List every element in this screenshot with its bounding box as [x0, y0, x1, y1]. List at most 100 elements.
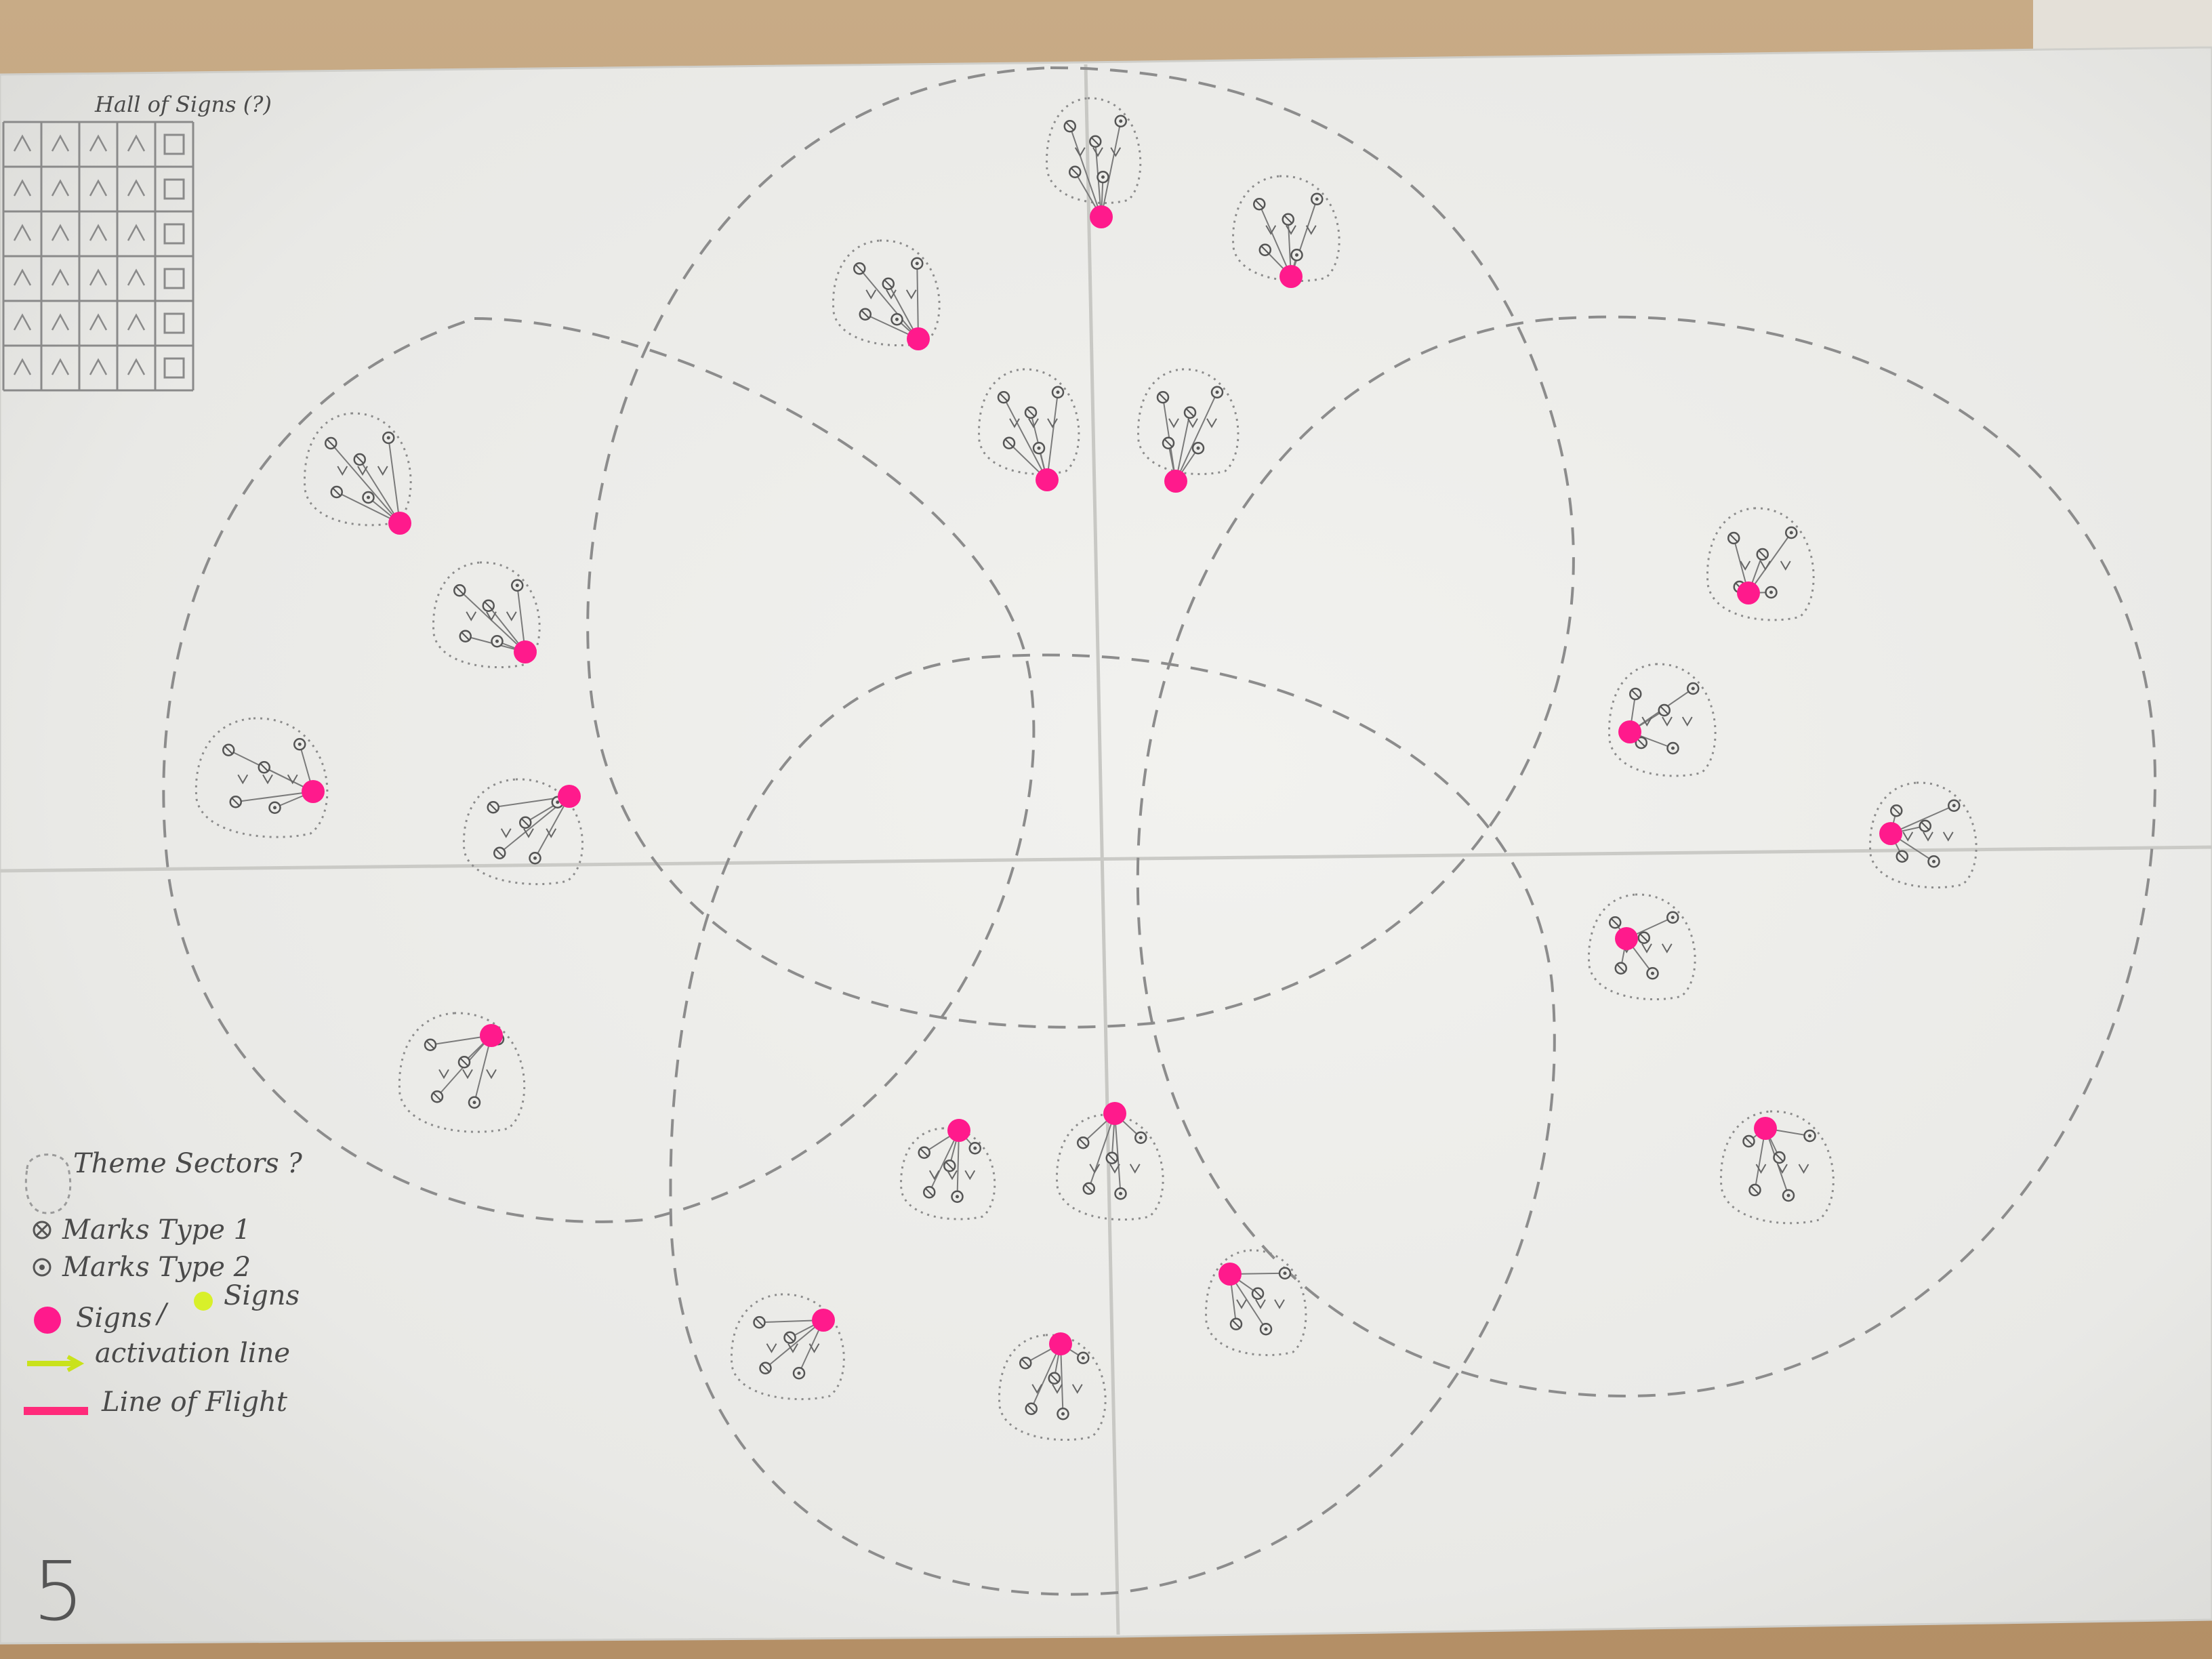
mark-dot: [1283, 1271, 1287, 1275]
mark-dot: [1691, 687, 1695, 691]
circle-x-mark-icon: [33, 1221, 52, 1240]
arrow-icon: [886, 289, 897, 300]
sign-cluster: [462, 778, 584, 886]
circle-dot-mark-icon: [33, 1258, 52, 1277]
sign-cluster: [1231, 175, 1340, 288]
mark-cross: [521, 819, 529, 827]
grid-sketch-glyph: [89, 358, 108, 375]
pink-sign-dot-icon: [1049, 1332, 1072, 1355]
arrow-icon: [1740, 560, 1751, 571]
horizontal-fold: [0, 845, 2212, 873]
sign-link-line: [1175, 392, 1218, 482]
arrow-icon: [1902, 832, 1914, 842]
mark-cross: [785, 1334, 794, 1342]
mark-cross: [1071, 168, 1079, 176]
mark-dot: [1671, 746, 1675, 750]
arrow-icon: [66, 1355, 85, 1372]
sign-link-line: [235, 791, 314, 803]
arrow-icon: [466, 611, 477, 621]
sign-cluster: [1587, 893, 1696, 1001]
page-number: 5: [33, 1545, 84, 1639]
arrow-icon: [766, 1343, 777, 1353]
sign-cluster-outline: [303, 412, 412, 527]
mark-dot: [1119, 119, 1123, 123]
sign-cluster-outline: [1706, 507, 1815, 621]
sign-cluster-outline: [1607, 663, 1717, 777]
mark-cross: [356, 455, 364, 464]
mark-dot: [797, 1371, 801, 1375]
arrow-icon: [1780, 560, 1791, 571]
sign-cluster: [398, 1012, 526, 1133]
sign-link-line: [1069, 125, 1102, 218]
arrow-icon: [808, 1343, 820, 1353]
grid-sketch-glyph: [13, 179, 32, 197]
mark-dot: [1315, 197, 1319, 201]
mark-cross: [1284, 216, 1292, 224]
arrow-icon: [905, 289, 917, 300]
pink-sign-dot-icon: [1103, 1102, 1126, 1125]
sign-cluster: [998, 1332, 1107, 1441]
arrow-icon: [1661, 943, 1673, 954]
arrow-icon: [1760, 560, 1771, 571]
arrow-icon: [237, 774, 249, 785]
mark-dot: [1056, 390, 1060, 394]
sign-cluster-outline: [730, 1293, 845, 1401]
sign-link-line: [859, 268, 919, 340]
sign-cluster: [832, 239, 941, 350]
sign-cluster-outline: [1046, 97, 1142, 205]
mark-dot: [973, 1146, 977, 1150]
mark-dot: [1295, 253, 1298, 257]
legend-line-of-flight: Line of Flight: [101, 1387, 288, 1418]
arrow-icon: [1052, 1384, 1063, 1394]
grid-sketch-glyph: [89, 134, 108, 152]
mark-dot: [1196, 446, 1200, 450]
mark-cross: [1744, 1137, 1753, 1145]
mark-dot: [1808, 1134, 1811, 1138]
pink-sign-dot-icon: [480, 1024, 503, 1047]
mark-dot: [915, 262, 919, 266]
mark-cross: [884, 280, 893, 288]
arrow-icon: [865, 289, 877, 300]
mark-cross: [1000, 393, 1008, 401]
grid-box-glyph: [163, 223, 185, 245]
mark-dot: [1932, 859, 1936, 863]
arrow-icon: [1110, 147, 1122, 157]
mark-cross: [1729, 534, 1738, 542]
mark-dot: [1061, 1412, 1065, 1416]
arrow-icon: [438, 1069, 449, 1080]
mark-cross: [945, 1162, 954, 1170]
grid-sketch-glyph: [51, 179, 70, 197]
sign-link-line: [1030, 1343, 1061, 1410]
sign-cluster: [1607, 663, 1717, 777]
mark-dot: [956, 1195, 959, 1199]
pink-sign-dot-icon: [1279, 265, 1303, 288]
sign-link-line: [1088, 1113, 1115, 1189]
mark-cross: [1660, 706, 1668, 714]
arrow-icon: [964, 1170, 976, 1181]
pink-sign-dot-icon: [1618, 720, 1641, 743]
arrow-icon: [1129, 1164, 1141, 1174]
grid-box-glyph: [163, 357, 185, 379]
sign-link-line: [336, 491, 401, 524]
legend-signs-pink: Signs: [76, 1303, 152, 1334]
mark-cross: [1611, 918, 1619, 926]
hall-of-signs-title: Hall of Signs (?): [94, 91, 272, 117]
sign-link-line: [1290, 199, 1318, 277]
theme-sector-bottom: [669, 653, 1556, 1596]
mark-cross: [1066, 122, 1074, 130]
sign-cluster: [730, 1293, 845, 1401]
sign-clusters: [194, 97, 1978, 1441]
arrow-icon: [1236, 1299, 1247, 1309]
sign-link-line: [764, 1319, 824, 1369]
mark-cross: [1050, 1374, 1059, 1382]
sign-cluster: [978, 368, 1080, 491]
sign-cluster: [1719, 1110, 1835, 1225]
pink-sign-dot-icon: [1164, 470, 1187, 493]
arrow-icon: [1274, 1299, 1285, 1309]
mark-cross: [1255, 200, 1263, 208]
grid-sketch-glyph: [13, 313, 32, 331]
arrow-icon: [1074, 147, 1086, 157]
arrow-icon: [1047, 418, 1058, 428]
arrow-icon: [1641, 943, 1652, 954]
sign-link-line: [388, 437, 401, 524]
